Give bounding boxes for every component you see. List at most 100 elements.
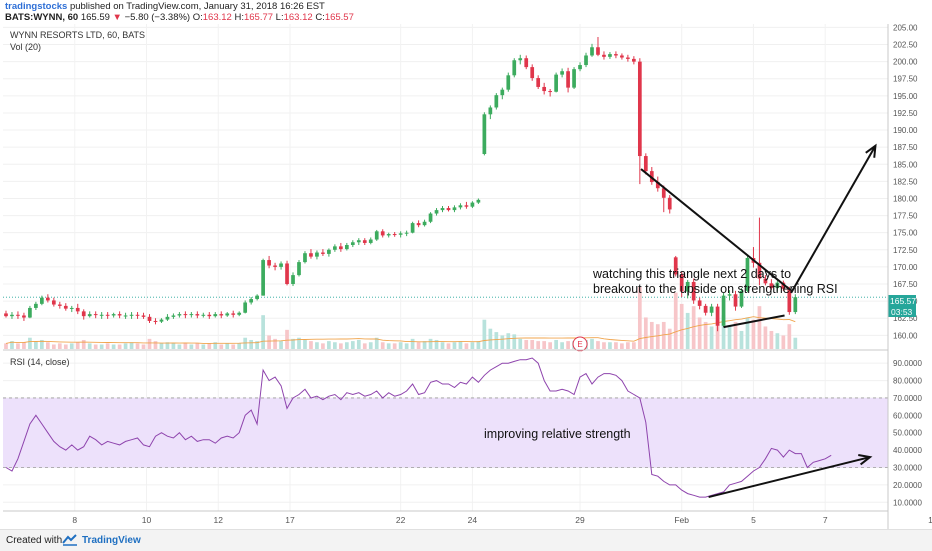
volume-bar: [643, 317, 648, 349]
candle-body: [344, 245, 349, 250]
time-tick-label: 5: [751, 515, 756, 525]
rsi-trend-arrow[interactable]: [708, 456, 871, 499]
rsi-pane[interactable]: RSI (14, close) 90.0000 80.0000 70.0000 60.…: [3, 351, 932, 511]
candle-body: [673, 257, 678, 275]
volume-bar: [428, 338, 433, 349]
time-tick-label: 10: [142, 515, 152, 525]
volume-bar: [303, 339, 307, 349]
breakout-arrow-head: [865, 143, 877, 158]
triangle-annotation-line-1: watching this triangle next 2 days to: [592, 267, 791, 281]
candle-body: [739, 290, 744, 307]
candle-body: [626, 57, 630, 59]
volume-bar: [183, 343, 188, 349]
candle-body: [225, 313, 230, 316]
candle-body: [637, 61, 642, 157]
volume-bar: [727, 326, 732, 349]
volume-bar: [506, 333, 511, 349]
volume-bar: [410, 338, 415, 349]
volume-bar: [440, 342, 445, 349]
volume-bar: [344, 342, 349, 349]
last-price-tag-value: 165.57: [890, 296, 916, 306]
candle-body: [117, 314, 122, 316]
price-tick-label: 195.00: [893, 92, 918, 101]
rsi-trendline[interactable]: [708, 453, 873, 499]
price-tick-label: 187.50: [893, 143, 918, 152]
volume-bar: [309, 341, 313, 349]
publish-line: tradingstocks published on TradingView.c…: [5, 1, 325, 12]
price-tick-label: 167.50: [893, 280, 918, 289]
candle-body: [434, 210, 439, 214]
triangle-upper-trendline[interactable]: [640, 168, 792, 291]
volume-bar: [560, 342, 564, 349]
volume-bar: [691, 306, 696, 349]
volume-bar: [637, 287, 642, 349]
price-tick-label: 200.00: [893, 58, 918, 67]
volume-bar: [243, 337, 248, 349]
candle-body: [661, 188, 666, 198]
triangle-lower-trendline[interactable]: [723, 314, 785, 329]
price-tick-label: 160.00: [893, 331, 918, 340]
volume-bar: [500, 335, 505, 349]
volume-bar: [620, 343, 624, 349]
volume-bar: [632, 342, 636, 349]
candle-body: [165, 316, 170, 320]
time-tick-label: 24: [468, 515, 478, 525]
close-label: C:: [315, 12, 325, 23]
candle-body: [548, 91, 552, 93]
candle-body: [10, 314, 14, 317]
candle-body: [590, 47, 594, 56]
volume-bar: [249, 339, 254, 349]
last-price-tag: 165.57 03:53: [888, 295, 916, 317]
volume-bar: [231, 344, 236, 349]
candle-body: [440, 208, 445, 211]
volume-bar: [159, 343, 164, 349]
volume-bar: [380, 342, 385, 349]
candle-body: [404, 232, 409, 234]
price-pane[interactable]: WYNN RESORTS LTD, 60, BATS Vol (20) 205.…: [3, 24, 932, 352]
candle-body: [81, 311, 86, 317]
time-axis[interactable]: 8101217222429Feb571214: [3, 510, 932, 525]
volume-bar: [566, 341, 570, 349]
breakout-arrow[interactable]: [790, 145, 877, 294]
chart-area[interactable]: WYNN RESORTS LTD, 60, BATS Vol (20) 205.…: [0, 24, 932, 529]
rsi-tick-label: 60.0000: [893, 411, 922, 420]
volume-bar: [751, 319, 756, 349]
candle-body: [386, 234, 391, 236]
volume-bar: [362, 343, 367, 349]
candle-body: [267, 260, 271, 266]
volume-bar: [739, 330, 744, 349]
candle-body: [775, 282, 780, 289]
price-axis[interactable]: 205.00 202.50 200.00 197.50 195.00 192.50 190.…: [893, 24, 918, 340]
volume-bar: [285, 329, 289, 349]
candle-body: [93, 314, 98, 316]
price-pane-bg: [3, 24, 888, 349]
earnings-event-marker[interactable]: E: [572, 336, 588, 352]
volume-bar: [219, 344, 224, 349]
price-tick-label: 202.50: [893, 41, 918, 50]
candle-body: [697, 300, 702, 306]
volume-bar: [721, 315, 726, 349]
publisher-name[interactable]: tradingstocks: [5, 1, 68, 12]
candle-body: [350, 242, 355, 245]
last-price-tag-bg: [888, 295, 916, 306]
open-label: O:: [192, 12, 203, 23]
last-price: 165.59: [80, 12, 110, 23]
volume-bar: [661, 321, 666, 349]
volume-bar: [273, 338, 277, 349]
volume-bar: [189, 344, 194, 349]
tradingview-logo-icon[interactable]: [62, 534, 78, 546]
candle-body: [87, 314, 92, 317]
trendline-drawings[interactable]: [640, 143, 877, 329]
volume-bar: [602, 342, 606, 349]
candle-body: [309, 253, 313, 257]
rsi-tick-label: 20.0000: [893, 481, 922, 490]
rsi-axis[interactable]: 90.0000 80.0000 70.0000 60.0000 50.0000 40.00…: [893, 359, 922, 507]
candle-body: [422, 221, 427, 226]
volume-bar: [608, 342, 612, 349]
tradingview-brand[interactable]: TradingView: [82, 535, 141, 546]
candle-body: [177, 314, 182, 316]
candle-body: [219, 314, 224, 316]
volume-bar: [709, 326, 714, 349]
candle-body: [261, 260, 265, 296]
candle-body: [195, 314, 200, 316]
